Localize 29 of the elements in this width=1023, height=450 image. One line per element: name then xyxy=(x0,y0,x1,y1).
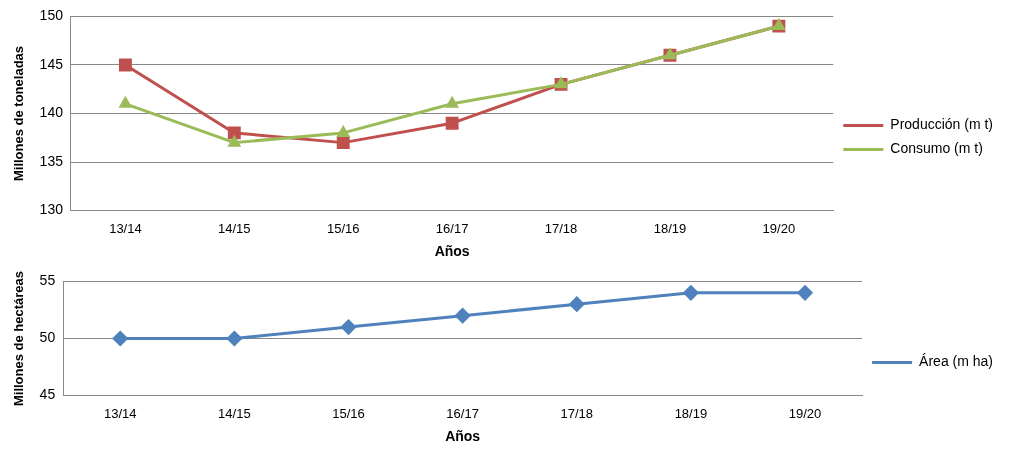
x-tick-label: 14/15 xyxy=(218,220,251,236)
x-axis-title: Años xyxy=(445,428,481,445)
y-tick-label: 145 xyxy=(39,55,64,72)
x-tick-label: 19/20 xyxy=(762,220,796,236)
y-tick-label: 140 xyxy=(39,104,64,121)
y-tick-label: 55 xyxy=(39,272,56,289)
y-axis-title: Millones de hectáreas xyxy=(11,270,27,407)
x-axis-title: Años xyxy=(434,243,470,260)
y-tick-label: 135 xyxy=(39,152,64,169)
y-tick-label: 150 xyxy=(39,7,64,24)
x-tick-label: 14/15 xyxy=(218,405,251,421)
y-tick-label: 50 xyxy=(39,329,56,346)
y-tick-label: 130 xyxy=(39,201,64,218)
x-tick-label: 13/14 xyxy=(109,220,142,236)
x-tick-label: 15/16 xyxy=(332,405,365,421)
legend-label: Área (m ha) xyxy=(919,353,994,370)
legend-label: Producción (m t) xyxy=(890,116,994,133)
x-tick-label: 19/20 xyxy=(788,405,822,421)
x-tick-label: 17/18 xyxy=(544,220,578,236)
x-tick-label: 16/17 xyxy=(435,220,469,236)
x-tick-label: 17/18 xyxy=(560,405,594,421)
legend-label: Consumo (m t) xyxy=(890,140,983,157)
x-tick-label: 15/16 xyxy=(326,220,360,236)
x-tick-label: 13/14 xyxy=(103,405,137,421)
x-tick-label: 16/17 xyxy=(446,405,479,421)
y-axis-title: Millones de toneladas xyxy=(11,45,27,182)
x-tick-label: 18/19 xyxy=(674,405,708,421)
y-tick-label: 45 xyxy=(39,386,56,403)
x-tick-label: 18/19 xyxy=(653,220,687,236)
